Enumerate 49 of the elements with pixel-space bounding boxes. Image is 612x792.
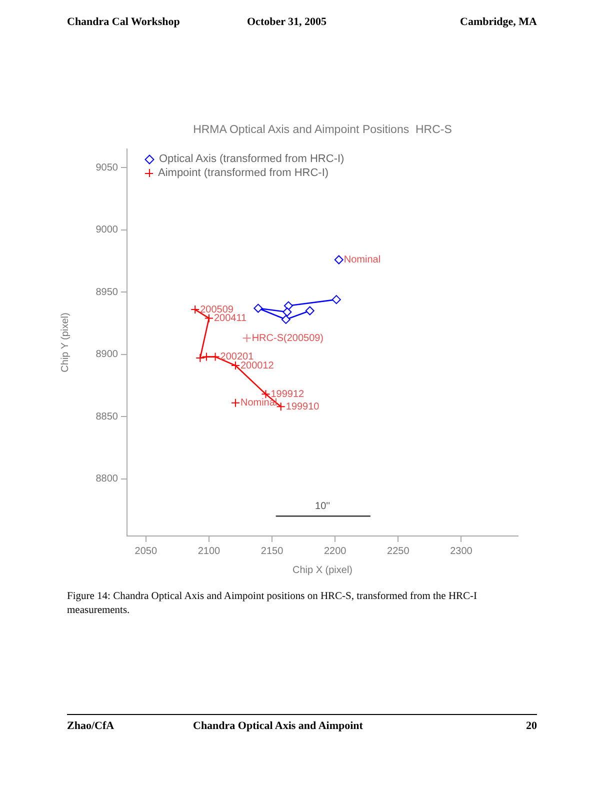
point [332,295,341,304]
caption: Figure 14: Chandra Optical Axis and Aimpoint positions on HRC-S, transformed from the HRC-I measurements. [67,590,478,618]
y-tick-label: 9050 [96,162,118,174]
annotation: 200411 [214,312,248,324]
y-axis-title: Chip Y (pixel) [60,312,71,372]
legend-label: Aimpoint (transformed from HRC-I) [158,166,329,180]
annotation: 200201 [220,352,254,363]
point [254,304,263,313]
annotation: 200509 [200,304,234,316]
x-tick-label: 2050 [134,546,158,557]
x-tick-label: 2100 [198,546,221,557]
annotation: HRC-S(200509) [252,332,324,344]
point [276,402,286,412]
x-tick-label: 2300 [450,546,473,557]
text: Chandra Cal Workshop [67,16,180,28]
text: 20 [526,720,537,732]
annotation: Nominal [344,254,381,266]
text: Cambridge, MA [460,16,537,28]
x-tick-label: 2150 [260,546,284,557]
legend-label: Optical Axis (transformed from HRC-I) [159,152,344,166]
annotation: 199910 [286,401,320,412]
annotation: 199912 [270,388,305,400]
point [305,306,314,316]
y-tick-label: 9000 [96,224,118,236]
point [196,354,205,363]
y-tick-label: 8950 [96,286,118,298]
x-axis-title: Chip X (pixel) [292,564,353,576]
text: October 31, 2005 [247,16,327,28]
point [281,314,290,324]
point [230,398,240,408]
annotation: 200012 [240,360,274,372]
point [242,334,252,343]
x-tick-label: 2200 [324,546,347,557]
point [202,352,211,362]
annotation: Nominal [240,398,278,409]
y-tick-label: 8850 [96,411,118,422]
point [282,308,292,317]
y-tick-label: 8800 [96,474,118,485]
point [230,361,240,370]
y-tick-label: 8900 [96,349,118,360]
text: Chandra Optical Axis and Aimpoint [193,720,363,732]
point [334,255,344,264]
x-tick-label: 2250 [387,546,410,557]
chart-title: HRMA Optical Axis and Aimpoint Positions HRC-S [192,124,453,136]
point [210,352,220,362]
annotation: 10'' [315,500,330,512]
point [204,314,214,323]
point [190,305,200,314]
text: Zhao/CfA [67,720,114,732]
